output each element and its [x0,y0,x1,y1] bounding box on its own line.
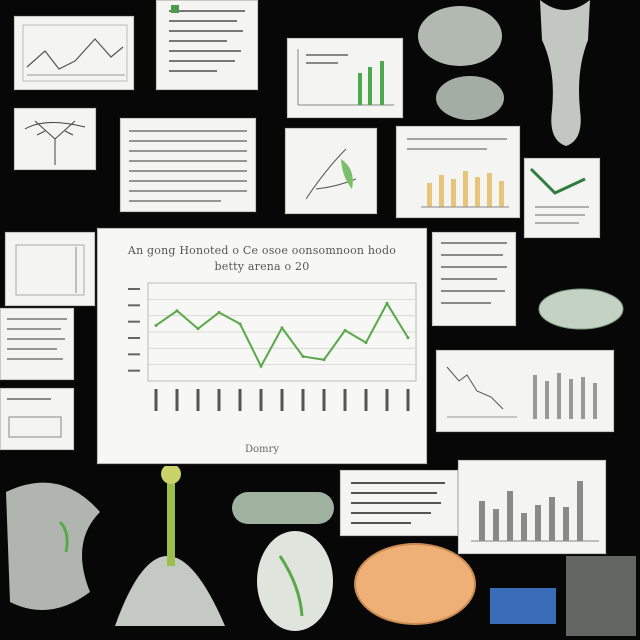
text-lines [351,482,445,524]
text-lines [7,318,67,360]
main-chart-title: An gong Honoted o Ce osoe oonsomnoon hod… [108,243,416,275]
text-lines [441,242,507,304]
line-bar-card [436,350,614,432]
data-point [259,364,263,368]
main-chart-title-line2: betty arena o 20 [214,260,310,273]
plant-sketch-card [285,128,377,214]
leaf-sketch [529,167,589,224]
bar-chart-top-panel [287,38,403,118]
gray-bar-chart [471,481,599,542]
mesh-illustration [566,556,636,636]
main-chart-xlabel: Domry [245,444,279,455]
data-point [154,323,158,327]
data-point [175,309,179,313]
left-chart [15,244,85,296]
cell-illustration [436,76,504,120]
main-chart-panel: An gong Honoted o Ce osoe oonsomnoon hod… [97,228,427,464]
main-line-chart [128,282,417,411]
left-bar-sketch [7,398,62,438]
text-lines [169,5,245,72]
table-lines [129,130,247,202]
egg-illustration [354,543,476,625]
main-chart-title-line1: An gong Honoted o Ce osoe oonsomnoon hod… [127,244,397,257]
left-chart-card [5,232,95,306]
data-point [406,336,410,340]
data-point [238,322,242,326]
brain-illustration [6,482,100,610]
leaf-card [524,158,600,238]
mini-line-chart [22,24,128,82]
data-point [364,341,368,345]
left-text-card [0,308,74,380]
capsule-illustration [232,492,334,524]
right-text-card [432,232,516,326]
data-point [385,301,389,305]
gray-bar-chart-panel [458,460,606,554]
series-line [155,301,409,369]
bone-illustration [540,0,590,146]
blue-gradient-card [490,588,556,624]
table-card [120,118,256,212]
lower-text-card [340,470,458,536]
seedling-illustration [115,466,225,626]
data-point [280,326,284,330]
leaf-pod-illustration [257,531,333,631]
plant-sketch [305,148,357,200]
pill-illustration [538,288,624,330]
data-point [322,358,326,362]
data-point [301,355,305,358]
bar-chart-top [297,49,394,106]
mushroom-illustration [418,6,502,66]
orange-bar-chart-panel [396,126,520,218]
line-bar-sketch [446,366,597,419]
data-point [343,328,347,332]
tree-diagram-card [14,108,96,170]
orange-bar-chart [407,138,509,208]
text-card-top [156,0,258,90]
left-bar-card [0,388,74,450]
mini-line-chart-panel [14,16,134,90]
tree-sketch [24,120,86,165]
data-point [196,327,200,331]
data-point [217,310,221,314]
